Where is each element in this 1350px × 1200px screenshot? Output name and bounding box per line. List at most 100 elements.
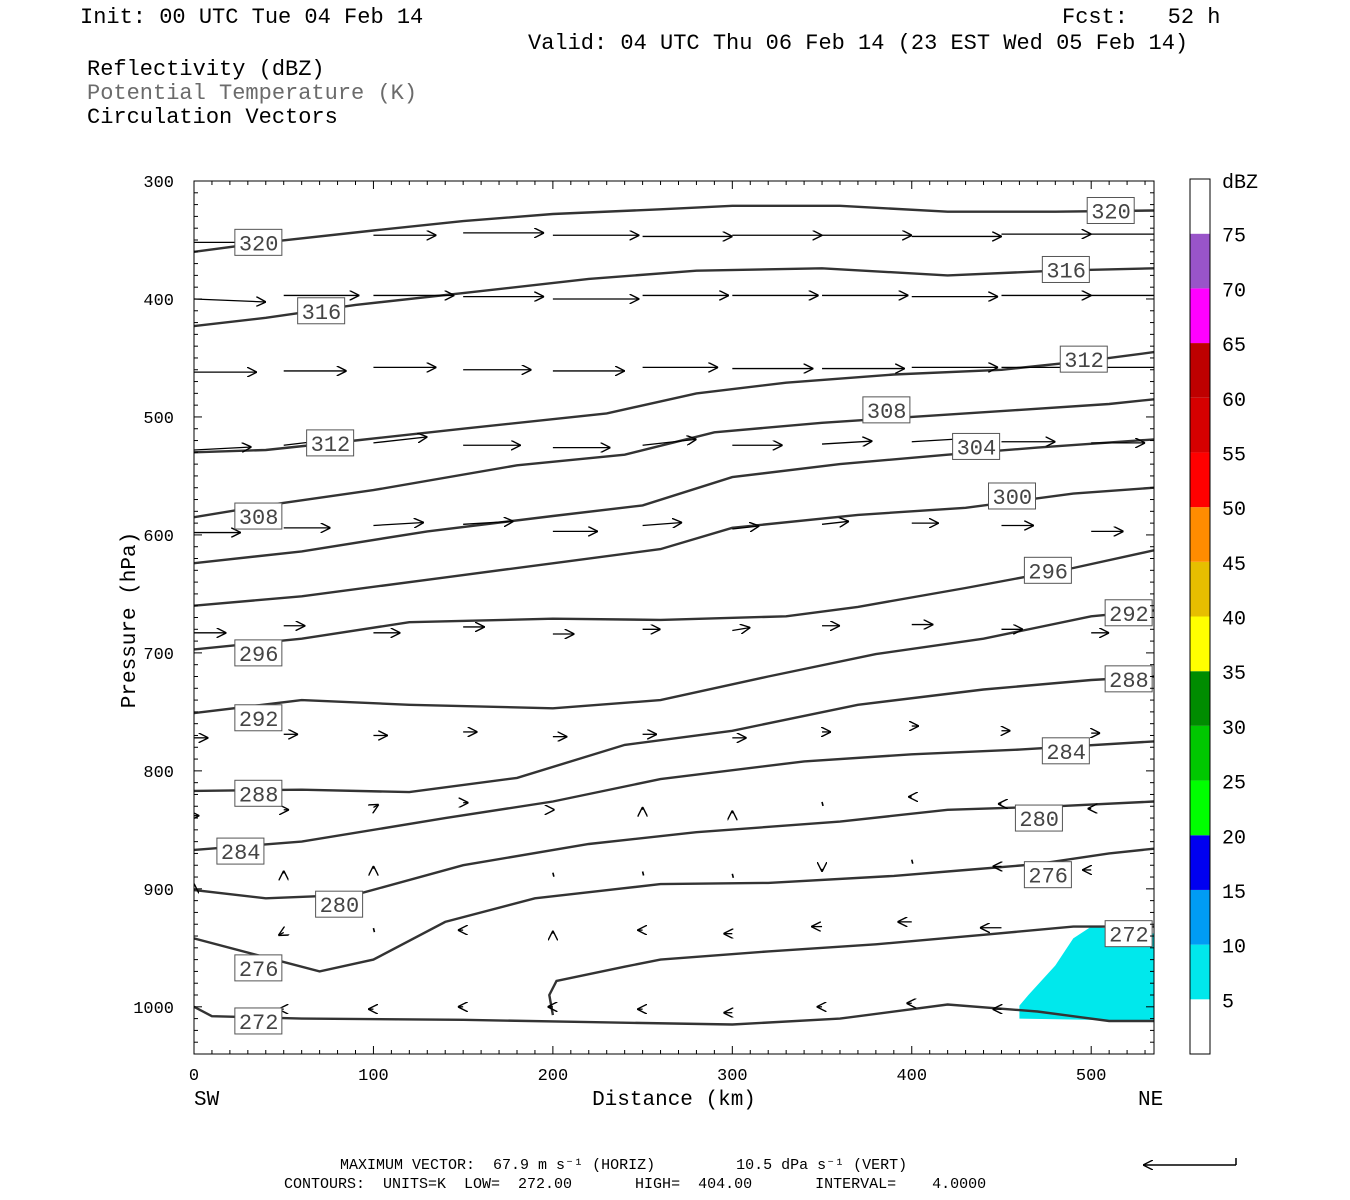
colorbar-tick-label: 40 <box>1222 609 1246 632</box>
colorbar-title: dBZ <box>1222 172 1258 195</box>
colorbar-tick-label: 55 <box>1222 444 1246 467</box>
y-tick-label: 800 <box>143 764 174 783</box>
contour-label: 292 <box>234 704 283 733</box>
x-tick-label: 300 <box>717 1067 748 1086</box>
circulation-vector <box>732 627 750 630</box>
colorbar-tick-label: 5 <box>1222 991 1234 1014</box>
colorbar-tick-label: 65 <box>1222 335 1246 358</box>
colorbar-tick-label: 50 <box>1222 499 1246 522</box>
colorbar-swatch <box>1190 999 1210 1054</box>
y-axis: 300 400 500 600 700 800 900 1000 <box>133 174 1154 1055</box>
contour-line <box>194 549 1154 651</box>
circulation-vector <box>373 437 427 444</box>
contour-label: 312 <box>1059 345 1108 374</box>
colorbar: 5 10 15 20 25 30 35 40 45 50 55 60 65 70 75 <box>1189 178 1246 1055</box>
circulation-vector <box>642 439 697 446</box>
contour-label: 272 <box>234 1007 283 1036</box>
circulation-vector <box>194 447 252 450</box>
circulation-vector <box>641 871 645 876</box>
colorbar-swatch <box>1190 616 1210 672</box>
contour-label: 300 <box>988 482 1037 511</box>
y-tick-label: 400 <box>143 292 174 311</box>
maximum-vector-info: MAXIMUM VECTOR: 67.9 m s⁻¹ (HORIZ) 10.5 … <box>340 1157 908 1174</box>
colorbar-tick-label: 25 <box>1222 773 1246 796</box>
svg-text:312: 312 <box>311 433 351 458</box>
colorbar-swatch <box>1190 944 1210 1000</box>
svg-text:312: 312 <box>1064 349 1104 374</box>
x-tick-label: 0 <box>189 1067 199 1086</box>
valid-time: Valid: 04 UTC Thu 06 Feb 14 (23 EST Wed … <box>528 31 1189 56</box>
colorbar-tick-label: 10 <box>1222 937 1246 960</box>
svg-text:308: 308 <box>867 400 907 425</box>
x-tick-label: 500 <box>1076 1067 1107 1086</box>
contour-line <box>194 740 1154 852</box>
svg-text:276: 276 <box>239 958 279 983</box>
contour-label: 288 <box>234 779 283 808</box>
circulation-vector <box>732 526 759 529</box>
y-tick-label: 1000 <box>133 1000 174 1019</box>
svg-text:292: 292 <box>239 708 279 733</box>
colorbar-swatch <box>1190 889 1210 945</box>
svg-text:288: 288 <box>1109 669 1149 694</box>
svg-text:272: 272 <box>1109 924 1149 949</box>
colorbar-tick-label: 15 <box>1222 882 1246 905</box>
colorbar-swatch <box>1190 179 1210 234</box>
contour-line <box>194 398 1154 519</box>
svg-text:284: 284 <box>221 841 261 866</box>
contour-label: 276 <box>234 954 283 983</box>
forecast-hour: Fcst: 52 h <box>1062 5 1221 30</box>
y-tick-label: 600 <box>143 528 174 547</box>
colorbar-tick-label: 20 <box>1222 827 1246 850</box>
colorbar-swatch <box>1190 397 1210 453</box>
contour-line <box>194 675 1154 794</box>
svg-text:316: 316 <box>302 301 342 326</box>
contour-label: 292 <box>1104 599 1153 628</box>
contour-line <box>194 1003 1154 1026</box>
contour-label: 312 <box>306 429 355 458</box>
colorbar-tick-label: 45 <box>1222 554 1246 577</box>
svg-text:276: 276 <box>1028 865 1068 890</box>
contour-label: 280 <box>315 890 364 919</box>
contour-label: 320 <box>234 228 283 257</box>
circulation-vector <box>194 299 266 302</box>
reflectivity-area <box>1019 926 1154 1021</box>
contour-label: 272 <box>1104 920 1153 949</box>
svg-text:320: 320 <box>239 232 279 257</box>
reference-vector <box>1143 1158 1237 1165</box>
svg-text:304: 304 <box>957 436 997 461</box>
x-axis: 0 100 200 300 400 500 <box>189 181 1146 1086</box>
contour-label: 296 <box>234 639 283 668</box>
contour-label: 304 <box>952 432 1001 461</box>
x-tick-label: 100 <box>358 1067 389 1086</box>
colorbar-swatch <box>1190 780 1210 836</box>
x-axis-left-label: SW <box>194 1089 220 1112</box>
svg-text:284: 284 <box>1046 741 1086 766</box>
svg-text:280: 280 <box>320 894 360 919</box>
init-time: Init: 00 UTC Tue 04 Feb 14 <box>80 5 424 30</box>
x-tick-label: 400 <box>896 1067 927 1086</box>
colorbar-swatch <box>1190 343 1210 398</box>
svg-text:272: 272 <box>239 1011 279 1036</box>
contour-labels: 320 320 316 316 312 312 308 308 304 300 296 296 292 2… <box>216 196 1153 1036</box>
contour-label: 308 <box>862 396 911 425</box>
svg-text:320: 320 <box>1091 200 1131 225</box>
field-circulation-vectors: Circulation Vectors <box>87 105 338 130</box>
contour-label: 284 <box>216 837 265 866</box>
colorbar-swatch <box>1190 671 1210 726</box>
contour-label: 320 <box>1086 196 1135 225</box>
x-axis-label: Distance (km) <box>592 1089 756 1112</box>
field-potential-temperature: Potential Temperature (K) <box>87 81 418 106</box>
svg-text:288: 288 <box>239 783 279 808</box>
circulation-vector <box>278 932 283 935</box>
circulation-vector <box>821 521 849 524</box>
contour-label: 316 <box>297 297 346 326</box>
circulation-vector <box>372 927 376 933</box>
reflectivity-fill <box>1019 926 1154 1021</box>
colorbar-swatch <box>1190 561 1210 617</box>
colorbar-tick-label: 60 <box>1222 390 1246 413</box>
colorbar-swatch <box>1190 452 1210 508</box>
circulation-vector <box>463 521 513 524</box>
x-tick-label: 200 <box>538 1067 569 1086</box>
colorbar-tick-label: 75 <box>1222 226 1246 249</box>
